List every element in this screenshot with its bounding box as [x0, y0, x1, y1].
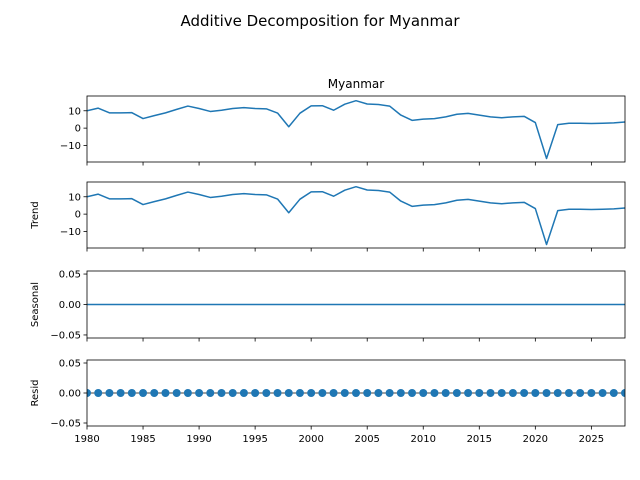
panel-2: Trend 10 0 −10: [30, 181, 626, 252]
resid-point: [273, 389, 282, 397]
resid-point: [508, 389, 517, 397]
resid-point: [542, 389, 551, 397]
x-tick-label: 1980: [74, 434, 99, 445]
resid-point: [195, 389, 204, 397]
resid-point: [374, 389, 383, 397]
resid-point: [385, 389, 394, 397]
resid-point: [105, 389, 114, 397]
resid-point: [340, 389, 349, 397]
resid-point: [150, 389, 159, 397]
panel-4: Resid 0.05 0.00 −0.05 1980 1985 1990 1995 2000 20…: [30, 359, 626, 445]
y-tick-label: 10: [68, 106, 81, 117]
resid-point: [94, 389, 103, 397]
x-tick-label: 2025: [579, 434, 604, 445]
resid-point: [329, 389, 338, 397]
x-tick-label: 2015: [467, 434, 492, 445]
y-axis-label: Seasonal: [30, 282, 41, 327]
panel-frame: [86, 359, 626, 427]
x-tick-label: 2005: [354, 434, 379, 445]
y-tick-label: 0.05: [59, 270, 81, 281]
resid-point: [531, 389, 540, 397]
resid-point: [430, 389, 439, 397]
x-tick-label: 2020: [523, 434, 548, 445]
resid-point: [183, 389, 192, 397]
y-axis-label: Trend: [30, 201, 41, 229]
resid-point: [352, 389, 360, 397]
resid-point: [139, 389, 148, 397]
resid-point: [228, 389, 237, 397]
series-group: [87, 185, 625, 246]
series-group: [87, 389, 625, 397]
resid-point: [475, 389, 484, 397]
resid-point: [239, 389, 248, 397]
resid-point: [262, 389, 271, 397]
x-tick-label: 1990: [186, 434, 211, 445]
resid-point: [419, 389, 428, 397]
resid-point: [609, 389, 618, 397]
y-tick-label: −0.05: [50, 419, 81, 430]
y-tick-label: −10: [60, 141, 81, 152]
series-group: [87, 99, 625, 160]
series-line: [87, 99, 625, 160]
resid-point: [87, 389, 91, 397]
resid-point: [587, 389, 596, 397]
resid-point: [363, 389, 372, 397]
x-tick-label: 2010: [411, 434, 436, 445]
resid-point: [318, 389, 327, 397]
x-tick-label: 1985: [130, 434, 155, 445]
resid-point: [127, 389, 136, 397]
resid-point: [295, 389, 304, 397]
resid-point: [621, 389, 625, 397]
resid-point: [598, 389, 607, 397]
resid-point: [452, 389, 461, 397]
resid-point: [441, 389, 450, 397]
resid-point: [564, 389, 573, 397]
y-tick-label: 0: [75, 124, 81, 135]
panel-3: Seasonal 0.05 0.00 −0.05: [30, 270, 626, 342]
x-tick-label: 1995: [242, 434, 267, 445]
chart-suptitle: Additive Decomposition for Myanmar: [180, 12, 460, 30]
resid-point: [553, 389, 562, 397]
resid-point: [464, 389, 473, 397]
y-axis-label: Resid: [30, 380, 41, 407]
resid-point: [486, 389, 495, 397]
panel-frame: [86, 270, 626, 339]
y-tick-label: 0.05: [59, 359, 81, 370]
resid-point: [396, 389, 405, 397]
resid-point: [497, 389, 506, 397]
resid-point: [520, 389, 529, 397]
resid-point: [217, 389, 226, 397]
resid-point: [576, 389, 585, 397]
resid-point: [307, 389, 316, 397]
panel-frame: [86, 181, 626, 249]
series-line: [87, 185, 625, 246]
resid-point: [251, 389, 260, 397]
resid-point: [206, 389, 215, 397]
resid-point: [161, 389, 170, 397]
panel-frame: [86, 95, 626, 163]
y-tick-label: 10: [68, 192, 81, 203]
resid-point: [172, 389, 181, 397]
y-tick-label: −0.05: [50, 330, 81, 341]
y-tick-label: 0.00: [59, 300, 81, 311]
y-tick-label: 0: [75, 210, 81, 221]
resid-point: [116, 389, 125, 397]
y-tick-label: 0.00: [59, 389, 81, 400]
x-tick-label: 2000: [298, 434, 323, 445]
panel-title: Myanmar: [328, 77, 384, 91]
resid-point: [284, 389, 293, 397]
resid-point: [408, 389, 417, 397]
y-tick-label: −10: [60, 227, 81, 238]
panel-1: Myanmar 10 0 −10: [60, 77, 626, 166]
